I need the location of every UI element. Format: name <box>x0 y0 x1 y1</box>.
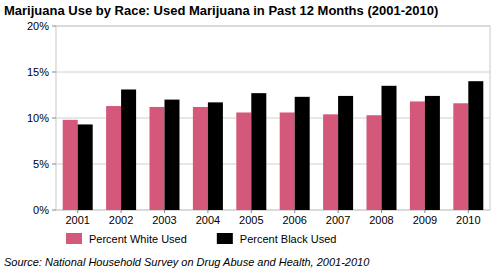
x-tick <box>207 210 208 213</box>
x-tick-label: 2003 <box>152 214 176 226</box>
bar <box>208 102 223 210</box>
bar <box>78 124 93 210</box>
bar <box>382 86 397 210</box>
x-tick <box>468 210 469 213</box>
bar <box>236 112 251 210</box>
y-tick <box>52 26 56 27</box>
legend-label: Percent White Used <box>89 233 187 245</box>
bar <box>410 101 425 210</box>
legend-swatch <box>217 233 233 244</box>
x-tick-label: 2009 <box>413 214 437 226</box>
x-tick-label: 2002 <box>109 214 133 226</box>
x-tick-label: 2006 <box>282 214 306 226</box>
x-tick <box>121 210 122 213</box>
bar <box>425 96 440 210</box>
source-note: Source: National Household Survey on Dru… <box>4 256 370 268</box>
bar <box>121 89 136 210</box>
y-tick <box>52 72 56 73</box>
y-tick <box>52 210 56 211</box>
bar <box>165 100 180 210</box>
bar <box>251 93 266 210</box>
title: Marijuana Use by Race: Used Marijuana in… <box>4 3 438 18</box>
bar <box>150 107 165 210</box>
legend-label: Percent Black Used <box>240 233 337 245</box>
grid-line <box>56 26 490 27</box>
bar <box>280 112 295 210</box>
bar <box>295 97 310 210</box>
x-tick <box>381 210 382 213</box>
legend-swatch <box>66 233 82 244</box>
bar <box>193 107 208 210</box>
x-tick-label: 2008 <box>369 214 393 226</box>
x-tick <box>251 210 252 213</box>
x-tick-label: 2007 <box>326 214 350 226</box>
y-tick <box>52 164 56 165</box>
y-tick-label: 10% <box>27 112 49 124</box>
plot-frame <box>56 26 490 210</box>
x-tick-label: 2005 <box>239 214 263 226</box>
y-tick-label: 15% <box>27 66 49 78</box>
grid-line <box>56 72 490 73</box>
y-tick <box>52 118 56 119</box>
bars <box>63 81 484 210</box>
x-tick-label: 2010 <box>456 214 480 226</box>
y-tick-label: 5% <box>33 158 49 170</box>
x-tick <box>424 210 425 213</box>
x-tick-label: 2004 <box>196 214 220 226</box>
chart: Marijuana Use by Race: Used Marijuana in… <box>0 0 498 277</box>
bar <box>367 115 382 210</box>
x-tick <box>338 210 339 213</box>
bar <box>453 103 468 210</box>
y-tick-label: 0% <box>33 204 49 216</box>
x-tick <box>164 210 165 213</box>
bar <box>323 114 338 210</box>
y-tick-label: 20% <box>27 20 49 32</box>
bar <box>106 106 121 210</box>
x-tick <box>294 210 295 213</box>
x-tick <box>77 210 78 213</box>
bar <box>338 96 353 210</box>
x-tick-label: 2001 <box>65 214 89 226</box>
bar <box>63 120 78 210</box>
bar <box>468 81 483 210</box>
